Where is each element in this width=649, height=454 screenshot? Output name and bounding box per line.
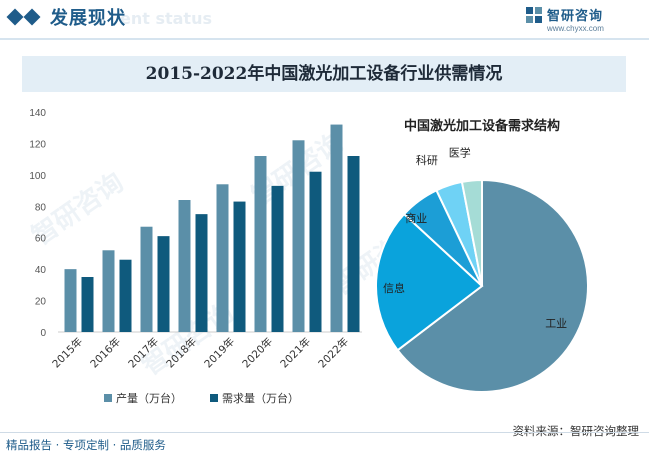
bar-production: [330, 124, 343, 332]
x-tick-label: 2020年: [240, 335, 276, 371]
bar-production: [64, 269, 77, 332]
logo-icon: [526, 7, 542, 23]
pie-label: 信息: [383, 281, 405, 295]
y-tick-label: 20: [35, 297, 47, 308]
logo-url: www.chyxx.com: [547, 24, 604, 33]
bar-production: [140, 226, 153, 332]
y-tick-label: 80: [35, 202, 47, 213]
pie-slice: [460, 178, 483, 287]
pie-label: 科研: [416, 153, 438, 167]
header: ent status 发展现状 智研咨询 www.chyxx.com: [0, 0, 649, 38]
footer-divider: [0, 432, 649, 433]
legend-label-demand: 需求量（万台）: [222, 391, 299, 405]
pie-slice: [396, 178, 589, 393]
x-tick-label: 2022年: [316, 335, 352, 371]
x-tick-label: 2016年: [88, 335, 124, 371]
chart-area: 智研咨询智研咨询智研咨询智研咨询0204060801001201402015年2…: [26, 108, 589, 405]
y-tick-label: 100: [29, 171, 46, 182]
y-tick-label: 60: [35, 234, 47, 245]
header-divider: [0, 38, 649, 40]
legend-label-production: 产量（万台）: [116, 391, 182, 405]
pie-label: 工业: [545, 317, 567, 330]
section-title: 发展现状: [50, 8, 126, 29]
y-tick-label: 120: [29, 139, 46, 150]
bar-demand: [119, 259, 132, 332]
logo: 智研咨询 www.chyxx.com: [525, 4, 635, 36]
bar-demand: [309, 171, 322, 332]
pie-label: 商业: [405, 211, 427, 225]
pie-label: 医学: [449, 145, 471, 159]
bar-demand: [271, 185, 284, 332]
legend-swatch-demand: [210, 394, 218, 402]
bar-demand: [81, 277, 94, 332]
bar-production: [102, 250, 115, 332]
footer-slogan: 精品报告 · 专项定制 · 品质服务: [6, 438, 166, 452]
y-tick-label: 0: [40, 328, 46, 339]
bar-demand: [347, 156, 360, 332]
y-tick-label: 140: [29, 108, 46, 119]
y-tick-label: 40: [35, 265, 47, 276]
diamond-icon: [6, 8, 41, 26]
bar-production: [216, 184, 229, 332]
chart-title: 2015-2022年中国激光加工设备行业供需情况: [145, 64, 503, 84]
bar-demand: [233, 201, 246, 332]
logo-name: 智研咨询: [547, 9, 604, 24]
x-tick-label: 2015年: [50, 335, 86, 371]
bar-production: [292, 140, 305, 332]
pie-slice: [375, 212, 484, 352]
bar-production: [254, 156, 267, 332]
bar-production: [178, 200, 191, 332]
pie-title: 中国激光加工设备需求结构: [404, 118, 560, 134]
section-ghost-text: ent status: [120, 9, 212, 28]
title-band: 2015-2022年中国激光加工设备行业供需情况: [22, 56, 626, 92]
bar-demand: [195, 214, 208, 332]
legend-swatch-production: [104, 394, 112, 402]
x-tick-label: 2021年: [278, 335, 314, 371]
bar-demand: [157, 236, 170, 332]
source-note: 资料来源：智研咨询整理: [512, 424, 640, 438]
